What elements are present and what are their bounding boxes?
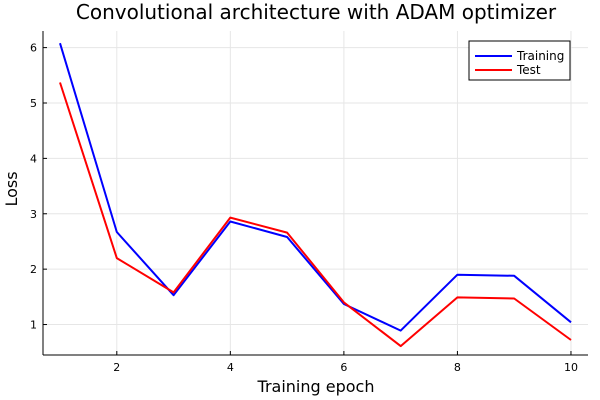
legend-label-test: Test [516,63,541,77]
legend-label-training: Training [516,49,564,63]
y-axis-label: Loss [2,171,21,206]
series-layer [59,42,572,348]
x-tick-label: 10 [564,361,578,374]
legend-box [468,40,571,81]
y-tick-label: 2 [30,263,37,276]
y-tick-label: 6 [30,42,37,55]
y-tick-label: 5 [30,97,37,110]
x-tick-label: 2 [113,361,120,374]
chart-title: Convolutional architecture with ADAM opt… [76,0,557,24]
x-tick-label: 6 [340,361,347,374]
y-tick-label: 4 [30,152,37,165]
x-axis-label: Training epoch [257,377,375,396]
y-tick-label: 3 [30,208,37,221]
y-tick-label: 1 [30,319,37,332]
series-line-test [59,82,572,348]
series-line-training [59,42,572,332]
x-tick-label: 8 [454,361,461,374]
x-tick-label: 4 [227,361,234,374]
